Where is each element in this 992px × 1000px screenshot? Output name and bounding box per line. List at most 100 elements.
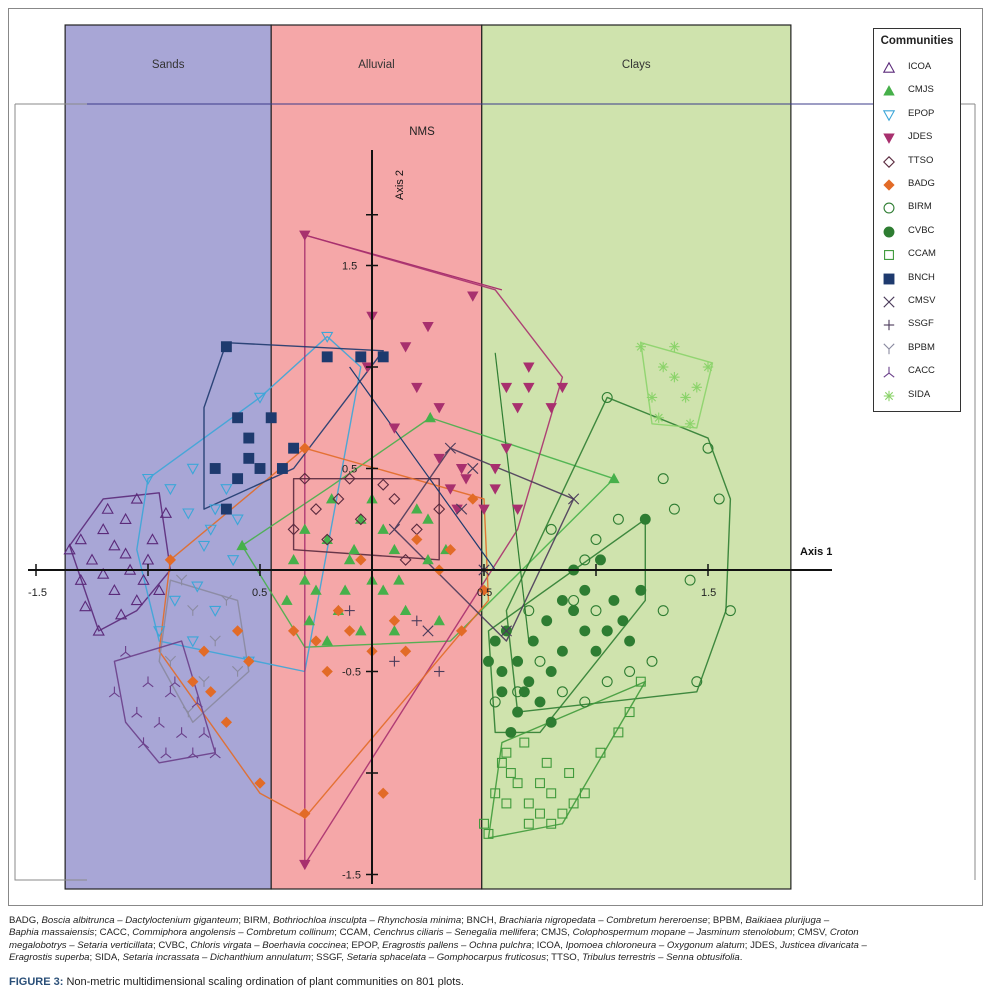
legend-glyph-ttso-shape — [883, 155, 895, 168]
point-cacc-1-stroke-b — [131, 712, 143, 718]
point-ccam-8 — [568, 798, 579, 809]
caption-segment-3-4: Setaria sphacelata – Gomphocarpus frutic… — [346, 952, 547, 964]
point-bnch-2 — [243, 432, 255, 444]
point-sida-2 — [669, 371, 680, 383]
caption-segment-0-7: Baikiaea plurijuga – — [745, 915, 830, 926]
point-cmjs-29-shape — [608, 472, 620, 484]
point-cmsv-3-stroke-b — [422, 625, 434, 637]
point-badg-12-shape — [332, 604, 345, 617]
point-bnch-2-shape — [243, 432, 255, 444]
point-icoa-19-shape — [97, 567, 110, 579]
point-ttso-6 — [298, 472, 311, 485]
point-cmjs-8 — [287, 554, 300, 565]
point-cmsv-6-stroke-b — [500, 625, 512, 637]
point-bpbm-5 — [164, 655, 176, 667]
point-badg-3 — [343, 625, 356, 637]
region-clays — [481, 24, 792, 890]
point-jdes-10-shape — [444, 484, 457, 495]
point-cmjs-14-shape — [321, 635, 333, 646]
point-epop-4 — [186, 463, 199, 475]
point-ccam-13 — [483, 828, 494, 839]
point-jdes-11 — [455, 464, 468, 475]
point-ccam-22-shape — [635, 676, 646, 687]
point-cacc-0 — [142, 676, 154, 688]
point-birm-17 — [545, 523, 557, 535]
point-birm-10 — [646, 655, 658, 667]
point-jdes-3 — [523, 382, 535, 394]
point-birm-20 — [684, 574, 696, 586]
point-icoa-21 — [153, 583, 166, 596]
point-badg-6-shape — [399, 645, 412, 657]
point-birm-10-shape — [646, 655, 658, 667]
point-cmjs-28-shape — [236, 539, 248, 551]
point-bnch-11 — [377, 351, 389, 363]
point-badg-19-shape — [198, 645, 210, 657]
point-jdes-19-shape — [388, 423, 401, 434]
connector-1 — [494, 352, 530, 642]
point-icoa-4 — [119, 512, 132, 524]
point-sida-8-stroke-3 — [654, 413, 663, 422]
point-bpbm-3 — [220, 594, 232, 606]
point-cvbc-24-shape — [624, 635, 636, 647]
point-jdes-5-shape — [523, 362, 535, 373]
point-epop-7-shape — [182, 508, 195, 520]
point-epop-15-shape — [204, 524, 217, 536]
point-cvbc-9-shape — [579, 625, 591, 637]
point-cvbc-19 — [579, 584, 591, 596]
point-icoa-4-shape — [119, 512, 132, 524]
point-cmjs-14 — [321, 635, 333, 646]
point-cmsv-3 — [422, 625, 434, 637]
point-bnch-8 — [288, 442, 300, 454]
legend-item-jdes: JDES — [874, 127, 960, 149]
legend-glyph-icoa-shape — [882, 61, 896, 73]
point-birm-23-shape — [489, 696, 501, 708]
point-cacc-8-stroke-b — [198, 732, 210, 739]
point-bnch-0 — [220, 341, 232, 353]
caption-segment-1-1: ; CACC, — [94, 927, 133, 939]
caption-segment-3-5: ; TTSO, — [546, 952, 583, 964]
point-cacc-1 — [131, 706, 143, 718]
point-jdes-22-shape — [433, 453, 445, 465]
caption-segment-0-6: ; BPBM, — [707, 915, 746, 926]
point-badg-16-shape — [455, 625, 468, 637]
nms-ordination-plot: Sands Alluvial Clays -1.5 0.5 0.5 1.5 1.5 0.5 -0.… — [14, 24, 976, 890]
point-bnch-9 — [321, 351, 333, 363]
point-birm-7 — [579, 696, 591, 708]
point-cacc-11-stroke-b — [108, 692, 120, 698]
point-cmjs-9 — [303, 614, 315, 626]
point-cmsv-0 — [444, 442, 456, 454]
point-icoa-14 — [137, 573, 150, 585]
point-bnch-12-shape — [265, 412, 277, 424]
point-icoa-6 — [130, 594, 143, 606]
legend-label-cmsv: CMSV — [908, 295, 936, 306]
point-icoa-19 — [97, 567, 110, 579]
legend-marker-cvbc — [883, 226, 895, 238]
hull-badg — [158, 447, 490, 819]
point-cmjs-12 — [355, 513, 367, 524]
point-badg-9-shape — [478, 584, 490, 596]
caption-segment-2-1: ; CVBC, — [152, 939, 191, 951]
caption-segment-3-3: ; SSGF, — [310, 952, 347, 964]
point-icoa-14-shape — [137, 573, 150, 585]
point-cvbc-11-shape — [590, 645, 602, 657]
legend-glyph-sida — [883, 390, 895, 401]
legend-label-cvbc: CVBC — [908, 224, 935, 236]
caption-segment-1-0: Baphia massaiensis — [9, 927, 95, 939]
point-birm-3-shape — [691, 676, 703, 688]
point-bnch-3-shape — [254, 463, 266, 474]
x-tick-label-1: 0.5 — [252, 587, 267, 599]
point-cvbc-3 — [523, 676, 535, 688]
point-cmjs-17 — [422, 554, 434, 565]
point-cvbc-19-shape — [579, 584, 591, 596]
point-ccam-5-shape — [535, 808, 545, 819]
legend-glyph-jdes-shape — [883, 133, 895, 145]
point-ccam-23-shape — [501, 747, 512, 758]
point-badg-15-shape — [411, 533, 423, 546]
point-jdes-14 — [399, 342, 412, 353]
point-epop-12 — [253, 392, 267, 404]
point-cvbc-20-shape — [595, 554, 606, 566]
point-cvbc-25 — [639, 513, 651, 525]
caption-segment-3-1: ; SIDA, — [89, 952, 123, 964]
point-badg-25-shape — [243, 655, 255, 667]
point-cvbc-27 — [545, 716, 557, 728]
